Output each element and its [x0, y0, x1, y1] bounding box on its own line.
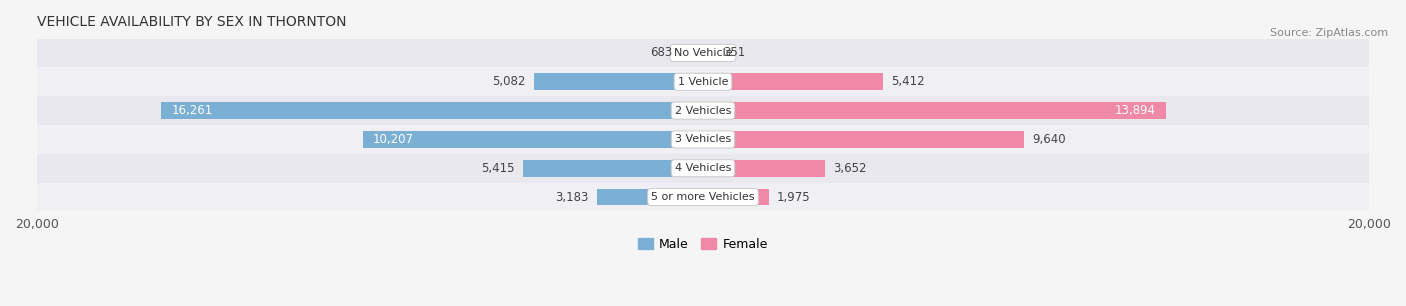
Bar — [37, 154, 1369, 183]
Text: 1 Vehicle: 1 Vehicle — [678, 77, 728, 87]
Text: 4 Vehicles: 4 Vehicles — [675, 163, 731, 173]
Text: 5,412: 5,412 — [891, 75, 925, 88]
Bar — [37, 67, 1369, 96]
Bar — [703, 45, 714, 61]
Bar — [523, 160, 703, 177]
Bar — [37, 39, 1369, 67]
Text: 5 or more Vehicles: 5 or more Vehicles — [651, 192, 755, 202]
Text: 9,640: 9,640 — [1032, 133, 1066, 146]
Bar — [703, 102, 1166, 119]
Text: 3,183: 3,183 — [555, 191, 589, 203]
Bar — [363, 131, 703, 148]
Bar — [703, 189, 769, 205]
Text: 16,261: 16,261 — [172, 104, 212, 117]
Text: 5,415: 5,415 — [481, 162, 515, 175]
Text: No Vehicle: No Vehicle — [673, 48, 733, 58]
Bar — [534, 73, 703, 90]
Text: 13,894: 13,894 — [1115, 104, 1156, 117]
Bar — [598, 189, 703, 205]
Bar — [681, 45, 703, 61]
Text: 2 Vehicles: 2 Vehicles — [675, 106, 731, 116]
Bar — [703, 160, 825, 177]
Bar — [37, 183, 1369, 211]
Bar — [37, 96, 1369, 125]
Text: 3,652: 3,652 — [832, 162, 866, 175]
Text: 683: 683 — [650, 47, 672, 59]
Text: VEHICLE AVAILABILITY BY SEX IN THORNTON: VEHICLE AVAILABILITY BY SEX IN THORNTON — [37, 15, 346, 29]
Bar — [37, 125, 1369, 154]
Bar — [703, 131, 1024, 148]
Legend: Male, Female: Male, Female — [633, 233, 773, 256]
Text: 10,207: 10,207 — [373, 133, 413, 146]
Text: 351: 351 — [723, 47, 745, 59]
Bar — [162, 102, 703, 119]
Text: 3 Vehicles: 3 Vehicles — [675, 134, 731, 144]
Text: Source: ZipAtlas.com: Source: ZipAtlas.com — [1270, 28, 1388, 38]
Text: 5,082: 5,082 — [492, 75, 526, 88]
Text: 1,975: 1,975 — [778, 191, 811, 203]
Bar — [703, 73, 883, 90]
